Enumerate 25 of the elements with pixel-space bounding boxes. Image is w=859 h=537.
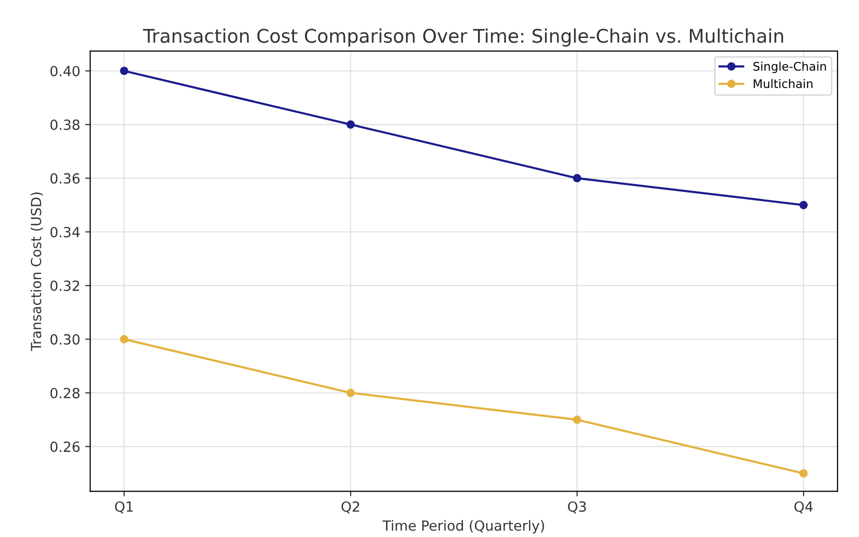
y-tick-label: 0.34 [50, 226, 80, 238]
x-tick-label: Q2 [342, 501, 360, 514]
point [346, 388, 355, 398]
y-tick-label: 0.40 [50, 66, 80, 76]
y-tick-label: 0.32 [50, 280, 80, 292]
legend-label: Single-Chain [753, 62, 826, 74]
point [572, 416, 582, 424]
x-tick-label: Q3 [568, 501, 586, 514]
point [799, 469, 808, 478]
x-tick-label: Q1 [115, 501, 133, 514]
y-axis-title: Transaction Cost (USD) [30, 192, 43, 352]
point [120, 335, 128, 344]
chart-title: Transaction Cost Comparison Over Time: Single-Chain vs. Multichain [143, 28, 784, 47]
y-tick-label: 0.38 [50, 120, 80, 130]
point [799, 200, 808, 210]
point [120, 66, 128, 76]
x-tick-label: Q4 [794, 501, 813, 514]
legend-label: Multichain [754, 78, 812, 88]
y-tick-label: 0.36 [50, 173, 80, 184]
point [572, 174, 582, 182]
y-tick-label: 0.28 [50, 388, 80, 398]
y-tick-label: 0.26 [50, 442, 80, 452]
point [346, 120, 355, 129]
y-tick-label: 0.30 [50, 334, 80, 345]
x-axis-title: Time Period (Quarterly) [382, 520, 544, 534]
